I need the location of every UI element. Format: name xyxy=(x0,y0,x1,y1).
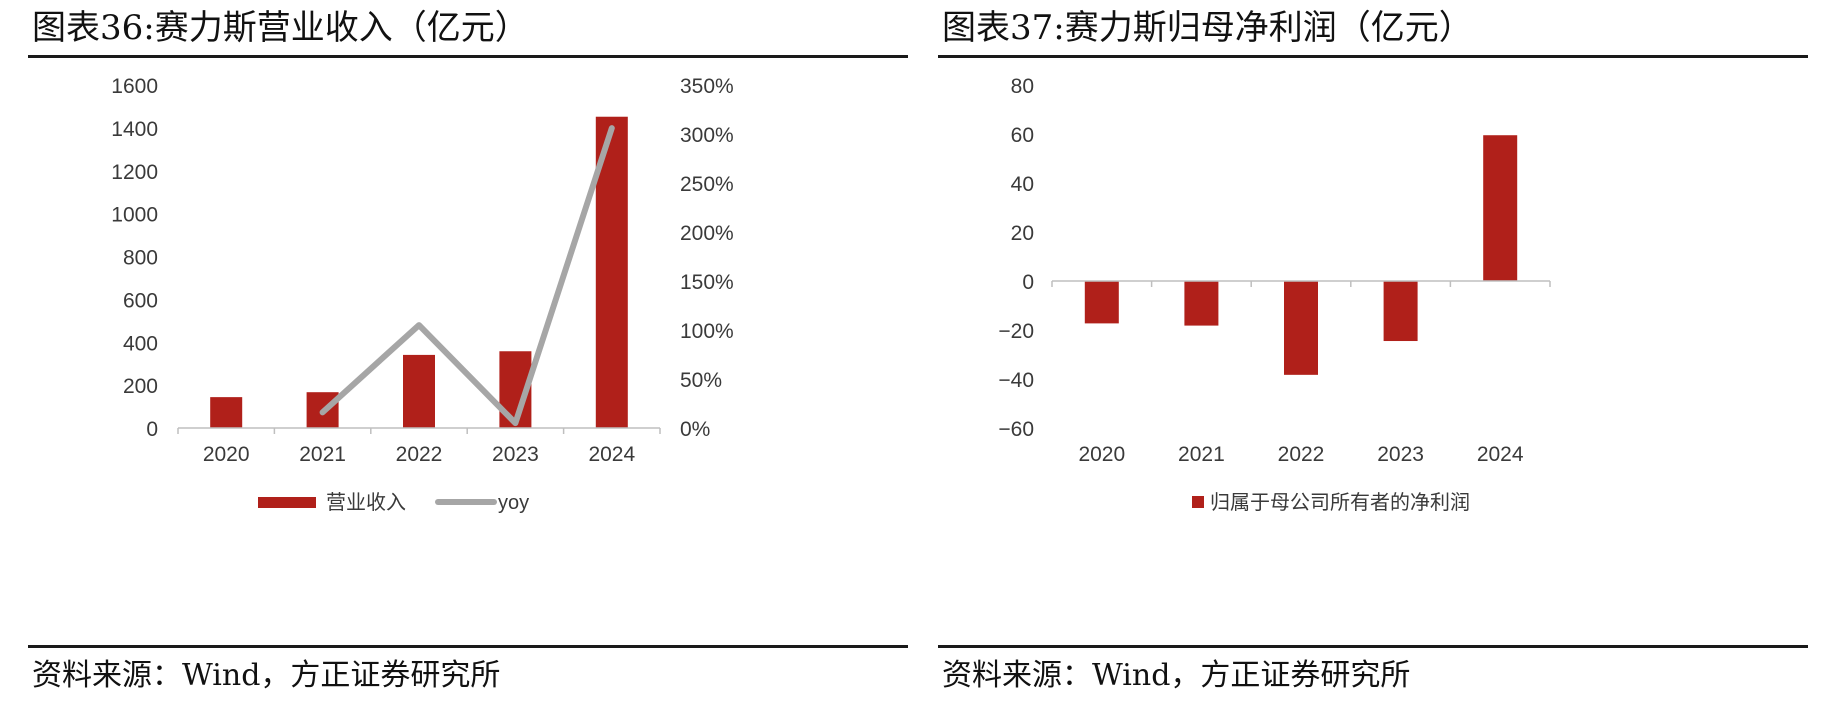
y-tick-label: 400 xyxy=(123,332,158,355)
title-rule xyxy=(938,55,1808,58)
x-tick-label: 2021 xyxy=(1178,443,1225,466)
y-tick-label: 800 xyxy=(123,247,158,270)
source-note: 资料来源：Wind，方正证券研究所 xyxy=(942,658,1411,693)
y2-tick-label: 150% xyxy=(680,271,734,294)
y-tick-label: 80 xyxy=(1011,75,1034,98)
y-tick-label: 1400 xyxy=(111,118,158,141)
bar xyxy=(1483,135,1518,281)
y-tick-label: 0 xyxy=(1022,271,1034,294)
y-tick-label: 1200 xyxy=(111,161,158,184)
x-tick-label: 2023 xyxy=(1377,443,1424,466)
source-note: 资料来源：Wind，方正证券研究所 xyxy=(32,658,501,693)
y2-tick-label: 350% xyxy=(680,75,734,98)
y-tick-label: 1600 xyxy=(111,75,158,98)
legend-label: 营业收入 xyxy=(326,491,406,514)
y2-tick-label: 0% xyxy=(680,418,710,441)
y-tick-label: −20 xyxy=(998,320,1034,343)
y-tick-label: −60 xyxy=(998,418,1034,441)
y-tick-label: 20 xyxy=(1011,222,1034,245)
bar xyxy=(1184,281,1219,326)
x-tick-label: 2024 xyxy=(1477,443,1524,466)
net-profit-panel: 图表37:赛力斯归母净利润（亿元） −60 −40 −20 0 20 40 60 80 2020… xyxy=(938,0,1808,704)
yoy-line xyxy=(319,125,615,427)
x-tick-label: 2020 xyxy=(1078,443,1125,466)
y-tick-label: 200 xyxy=(123,375,158,398)
bar xyxy=(1284,281,1318,375)
bar xyxy=(1084,281,1119,324)
source-rule xyxy=(28,645,908,648)
y-tick-label: 40 xyxy=(1011,173,1034,196)
bar xyxy=(1383,281,1418,342)
y-tick-label: 600 xyxy=(123,289,158,312)
legend-swatch-bar xyxy=(1192,496,1204,508)
x-tick-label: 2023 xyxy=(492,443,539,466)
y2-tick-label: 100% xyxy=(680,320,734,343)
chart-title: 图表36:赛力斯营业收入（亿元） xyxy=(32,8,529,48)
y-tick-label: 1000 xyxy=(111,204,158,227)
y-tick-label: −40 xyxy=(998,369,1034,392)
y-tick-label: 60 xyxy=(1011,124,1034,147)
legend-label: 归属于母公司所有者的净利润 xyxy=(1210,491,1470,514)
title-rule xyxy=(28,55,908,58)
bar xyxy=(210,397,243,428)
x-tick-label: 2021 xyxy=(299,443,346,466)
legend-swatch-bar xyxy=(258,497,316,508)
chart-title: 图表37:赛力斯归母净利润（亿元） xyxy=(942,8,1473,48)
x-tick-label: 2022 xyxy=(396,443,443,466)
revenue-chart: 0 200 400 600 800 1000 1200 1400 1600 0% 50% 100% 15… xyxy=(111,75,734,514)
x-tick-label: 2022 xyxy=(1278,443,1325,466)
y-tick-label: 0 xyxy=(146,418,158,441)
y2-tick-label: 250% xyxy=(680,173,734,196)
y2-tick-label: 200% xyxy=(680,222,734,245)
y2-tick-label: 300% xyxy=(680,124,734,147)
revenue-panel: 图表36:赛力斯营业收入（亿元） 0 200 400 600 800 1000 1200 14… xyxy=(28,0,908,704)
bar xyxy=(403,354,435,428)
net-profit-chart: −60 −40 −20 0 20 40 60 80 2020 2021 2022 2023 2024 归属… xyxy=(998,75,1551,514)
source-rule xyxy=(938,645,1808,648)
x-tick-label: 2020 xyxy=(203,443,250,466)
x-tick-label: 2024 xyxy=(588,443,635,466)
y2-tick-label: 50% xyxy=(680,369,722,392)
legend-label: yoy xyxy=(498,492,529,514)
